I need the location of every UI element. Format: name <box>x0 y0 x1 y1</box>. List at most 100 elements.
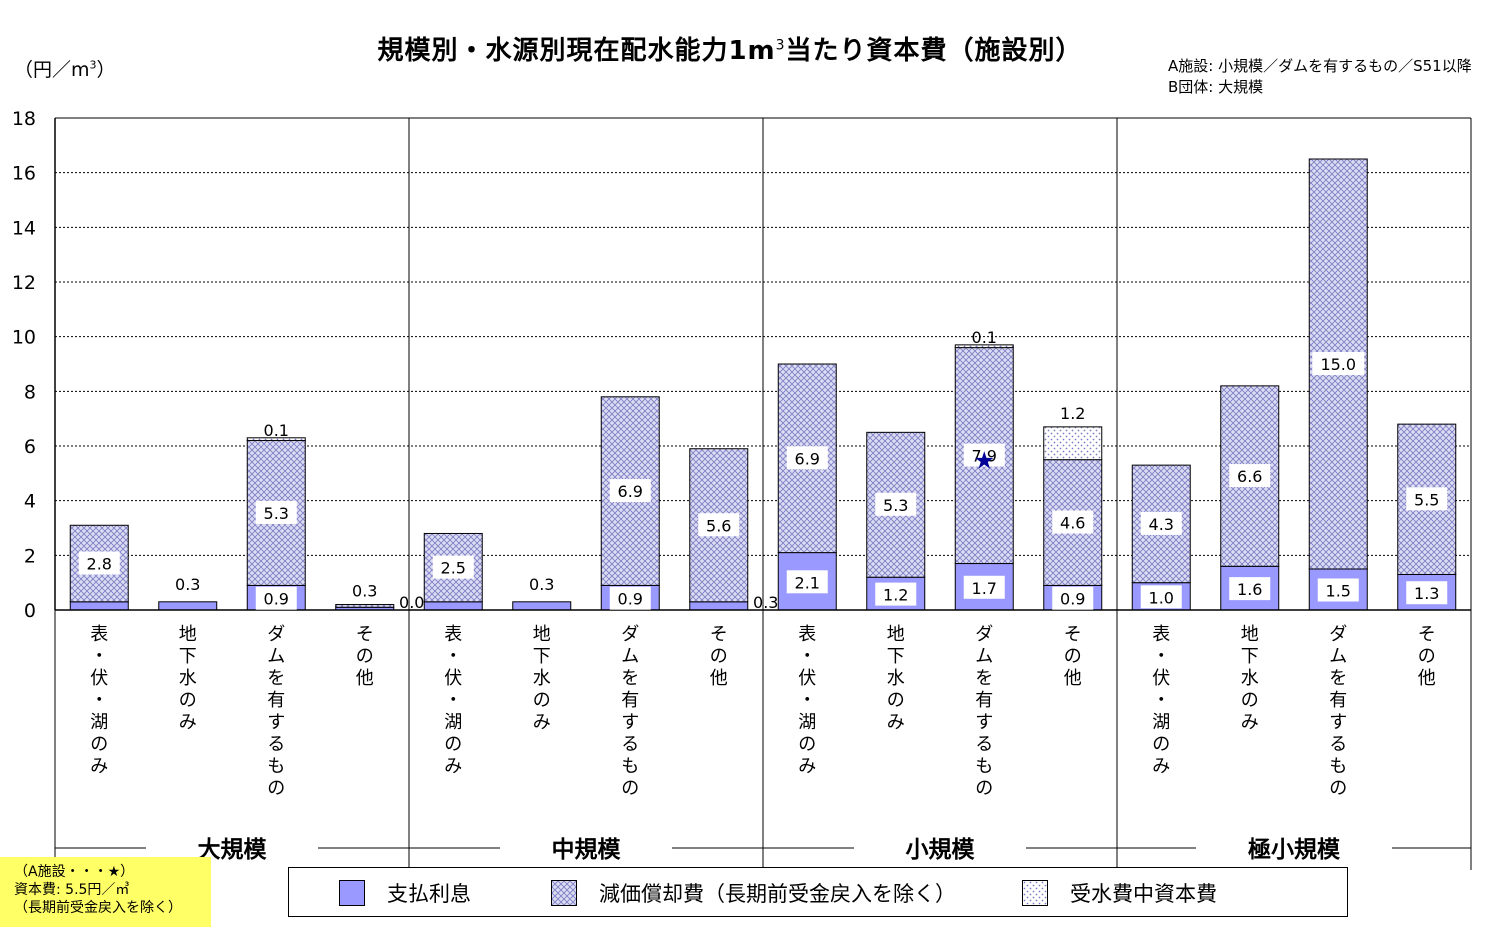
data-label-depreciation: 5.5 <box>1414 490 1439 509</box>
data-label-interest: 1.6 <box>1237 580 1262 599</box>
data-label-depreciation-bg <box>1229 464 1271 488</box>
data-label-depreciation-bg <box>1406 487 1448 511</box>
x-category-label: ダムを有するもの <box>621 624 639 799</box>
y-tick-label: 8 <box>24 381 36 403</box>
group-label: 極小規模 <box>1248 836 1341 863</box>
data-label-interest-bg <box>1317 578 1359 602</box>
labels-layer: 大規模 中規模 小規模 極小規模2.80.30.95.30.10.00.32.50.3… <box>78 328 1448 863</box>
data-label-interest: 0.3 <box>175 575 200 594</box>
highlight-note-box: （A施設・・・★） 資本費: 5.5円／㎥ （長期前受金戻入を除く） <box>0 857 211 927</box>
data-label-interest: 0.0 <box>399 593 424 612</box>
bar-purchase <box>1043 426 1103 461</box>
data-label-interest: 1.0 <box>1149 588 1174 607</box>
group-label: 中規模 <box>552 837 622 863</box>
legend-item-depreciation: 減価償却費（長期前受金戻入を除く） <box>551 878 956 908</box>
chart-title: 規模別・水源別現在配水能力1m3当たり資本費（施設別） <box>377 36 1083 66</box>
data-label-depreciation: 6.6 <box>1237 467 1262 486</box>
bar-interest <box>69 601 129 611</box>
x-category-label: ダムを有するもの <box>1329 624 1347 799</box>
x-category-label: ダムを有するもの <box>267 624 285 799</box>
legend-label: 減価償却費（長期前受金戻入を除く） <box>599 882 956 906</box>
x-category-label: その他 <box>1064 624 1082 689</box>
data-label-depreciation: 15.0 <box>1320 355 1356 374</box>
data-label-interest-bg <box>786 570 828 594</box>
x-category-label: 地下水のみ <box>533 624 551 733</box>
data-label-purchase: 0.1 <box>972 328 997 347</box>
x-category-label: 表・伏・湖のみ <box>444 624 462 777</box>
bar-depreciation <box>335 604 395 608</box>
axis-layer: 0 2 4 6 8 10 12 14 16 18 <box>12 108 1472 870</box>
y-tick-label: 4 <box>24 491 36 513</box>
group-label: 小規模 <box>906 837 976 863</box>
note-box-line: （長期前受金戻入を除く） <box>14 900 182 916</box>
data-label-depreciation: 6.9 <box>618 482 643 501</box>
x-category-label: 地下水のみ <box>887 624 905 733</box>
data-label-interest: 0.3 <box>753 593 778 612</box>
bar-interest <box>512 601 572 611</box>
x-category-label: 地下水のみ <box>179 624 197 733</box>
bar-interest <box>158 601 218 611</box>
data-label-depreciation-bg <box>1052 510 1094 534</box>
legend: 支払利息 減価償却費（長期前受金戻入を除く） 受水費中資本費 <box>288 867 1348 917</box>
legend-label: 支払利息 <box>387 882 471 906</box>
data-label-interest: 0.3 <box>529 575 554 594</box>
bar-purchase <box>954 344 1014 349</box>
data-label-interest: 0.9 <box>1060 590 1085 609</box>
data-label-interest: 1.7 <box>972 579 997 598</box>
data-label-depreciation: 5.3 <box>264 504 289 523</box>
data-label-depreciation: 5.6 <box>706 516 731 535</box>
data-label-depreciation: 5.3 <box>883 496 908 515</box>
legend-swatch-crosshatch <box>551 880 577 906</box>
y-tick-label: 0 <box>24 600 36 622</box>
x-category-label: 表・伏・湖のみ <box>798 624 816 777</box>
y-tick-label: 6 <box>24 436 36 458</box>
data-label-interest: 0.9 <box>264 590 289 609</box>
x-category-label: 表・伏・湖のみ <box>1152 624 1170 777</box>
data-label-depreciation-bg <box>698 513 740 537</box>
legend-item-interest: 支払利息 <box>339 878 471 908</box>
y-tick-label: 10 <box>12 327 36 349</box>
y-axis-unit: （円／m3） <box>14 58 116 81</box>
data-label-interest: 2.1 <box>795 573 820 592</box>
note-line-a: A施設: 小規模／ダムを有するもの／S51以降 <box>1168 57 1472 75</box>
y-tick-label: 18 <box>12 108 36 130</box>
legend-swatch-solid <box>339 880 365 906</box>
x-category-label: その他 <box>1418 624 1436 689</box>
bar-purchase <box>246 437 306 442</box>
data-label-purchase: 0.1 <box>264 421 289 440</box>
data-label-depreciation: 7.9 <box>972 447 997 466</box>
y-tick-label: 12 <box>12 272 36 294</box>
y-tick-label: 2 <box>24 545 36 567</box>
legend-label: 受水費中資本費 <box>1070 882 1217 906</box>
data-label-interest-bg <box>1229 577 1271 601</box>
data-label-depreciation: 2.5 <box>441 559 466 578</box>
data-label-depreciation-bg <box>875 492 917 516</box>
x-category-label: 表・伏・湖のみ <box>90 624 108 777</box>
y-tick-label: 14 <box>12 217 36 239</box>
data-label-depreciation-bg <box>1312 352 1365 375</box>
data-label-depreciation-bg <box>432 555 474 579</box>
x-category-label: 地下水のみ <box>1241 624 1259 733</box>
data-label-depreciation: 2.8 <box>87 555 112 574</box>
legend-swatch-dots <box>1022 880 1048 906</box>
x-category-label: その他 <box>356 624 374 689</box>
data-label-interest: 1.3 <box>1414 584 1439 603</box>
note-box-line: 資本費: 5.5円／㎥ <box>14 882 130 898</box>
top-right-note: A施設: 小規模／ダムを有するもの／S51以降 B団体: 大規模 <box>1168 56 1472 98</box>
data-label-depreciation-bg <box>609 479 651 503</box>
y-tick-label: 16 <box>12 163 36 185</box>
data-label-interest-bg <box>963 575 1005 599</box>
data-label-interest-bg <box>1140 585 1182 609</box>
data-label-depreciation-bg <box>786 446 828 470</box>
data-label-depreciation: 6.9 <box>795 449 820 468</box>
data-label-depreciation-bg <box>1140 511 1182 535</box>
data-label-depreciation-bg <box>255 500 297 524</box>
data-label-depreciation-bg <box>78 551 120 575</box>
data-label-interest: 1.2 <box>883 586 908 605</box>
x-category-label: ダムを有するもの <box>975 624 993 799</box>
data-label-depreciation-bg <box>963 443 1005 467</box>
data-label-depreciation: 4.3 <box>1149 515 1174 534</box>
data-label-purchase: 1.2 <box>1060 404 1085 423</box>
data-label-interest: 0.9 <box>618 590 643 609</box>
